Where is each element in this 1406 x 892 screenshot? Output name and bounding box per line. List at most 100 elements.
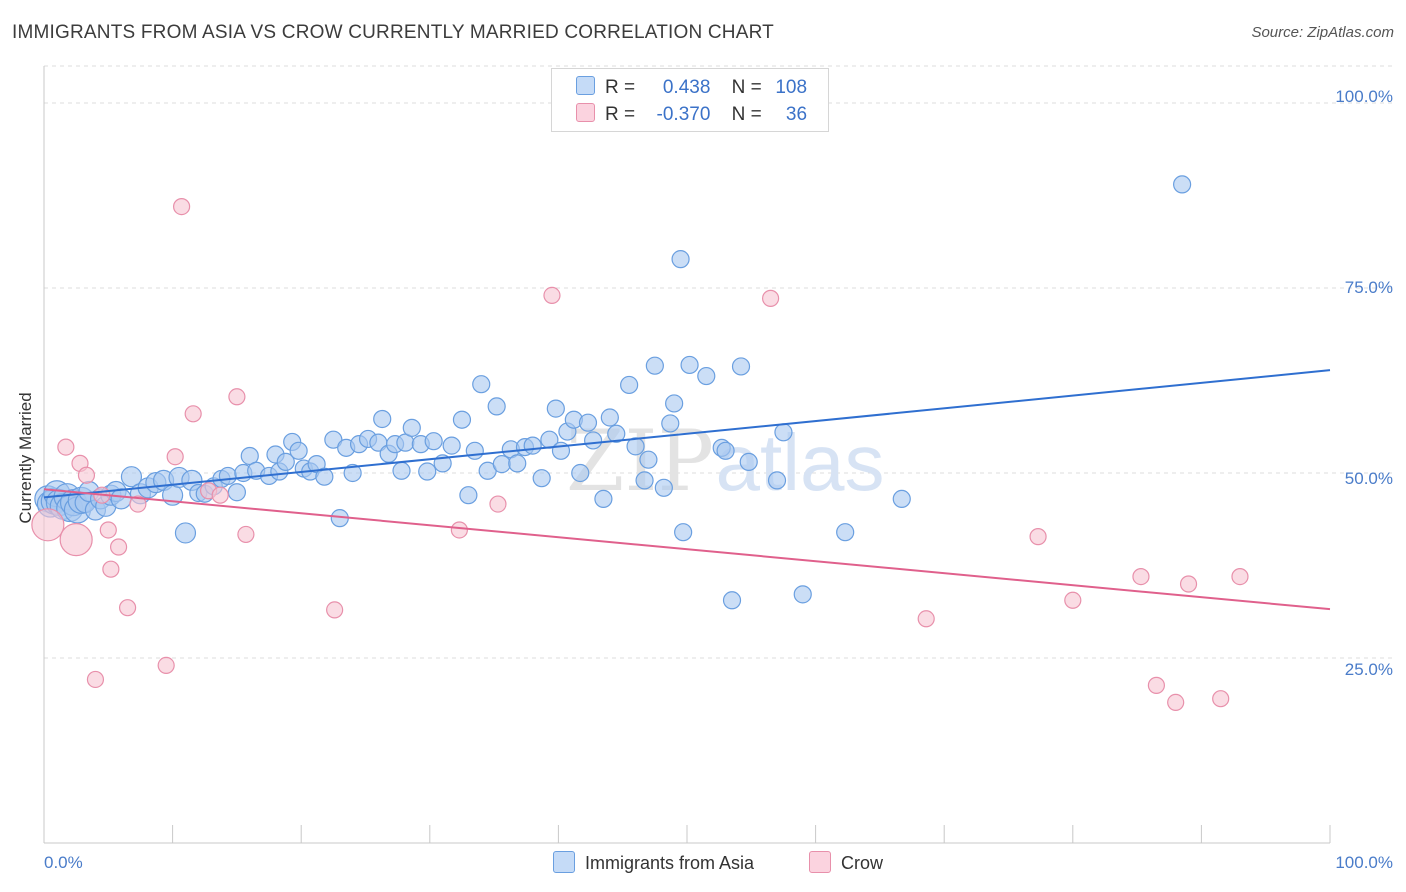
point-immigrants-from-asia [594, 489, 613, 508]
legend-n-value: 36 [785, 104, 808, 125]
point-immigrants-from-asia [227, 483, 246, 502]
point-immigrants-from-asia [218, 466, 237, 486]
point-immigrants-from-asia [402, 418, 421, 437]
chart-title: IMMIGRANTS FROM ASIA VS CROW CURRENTLY M… [12, 22, 774, 43]
y-tick-label-25: 25.0% [1344, 660, 1393, 679]
point-immigrants-from-asia [620, 375, 639, 395]
point-crow [173, 198, 191, 216]
legend-r-value: 0.438 [662, 77, 711, 98]
point-immigrants-from-asia [739, 452, 758, 471]
point-crow [184, 405, 202, 423]
point-immigrants-from-asia [276, 452, 295, 471]
point-crow [31, 508, 65, 542]
point-crow [211, 486, 229, 504]
point-immigrants-from-asia [674, 523, 693, 542]
point-immigrants-from-asia [343, 463, 362, 483]
point-crow [102, 560, 120, 578]
legend-n-label: N = [731, 104, 762, 125]
legend-r-value: -0.370 [656, 104, 711, 125]
point-crow [166, 448, 184, 466]
point-immigrants-from-asia [626, 437, 645, 456]
series-legend-crow[interactable]: Crow [809, 851, 883, 874]
point-crow [1029, 528, 1047, 546]
point-immigrants-from-asia [731, 357, 751, 376]
point-crow [237, 525, 255, 544]
legend-r-label: R = [605, 77, 636, 98]
point-immigrants-from-asia [793, 585, 812, 604]
point-immigrants-from-asia [289, 441, 308, 460]
point-immigrants-from-asia [1173, 175, 1192, 194]
point-immigrants-from-asia [508, 454, 527, 473]
point-immigrants-from-asia [487, 397, 506, 416]
point-immigrants-from-asia [774, 423, 793, 442]
point-immigrants-from-asia [442, 436, 461, 455]
point-immigrants-from-asia [578, 413, 598, 432]
point-crow [109, 538, 128, 556]
point-immigrants-from-asia [680, 355, 699, 375]
y-tick-label-100: 100.0% [1335, 87, 1393, 106]
point-crow [118, 599, 137, 617]
data-points [31, 175, 1249, 712]
point-crow [1167, 693, 1185, 712]
legend-n-value: 108 [775, 77, 808, 98]
source-label: Source: ZipAtlas.com [1251, 24, 1394, 41]
x-tick-label-max: 100.0% [1335, 853, 1393, 872]
point-crow [77, 466, 96, 484]
point-immigrants-from-asia [373, 409, 392, 429]
point-immigrants-from-asia [697, 366, 716, 386]
point-crow [1132, 567, 1150, 586]
trend-lines [43, 369, 1331, 611]
point-immigrants-from-asia [607, 424, 626, 443]
point-crow [1212, 690, 1230, 708]
series-legend-asia[interactable]: Immigrants from Asia [553, 851, 754, 874]
point-crow [543, 286, 561, 304]
series-legend-label: Immigrants from Asia [585, 853, 755, 873]
point-immigrants-from-asia [315, 467, 334, 486]
point-crow [1147, 676, 1165, 694]
point-crow [489, 495, 507, 513]
point-immigrants-from-asia [120, 466, 143, 488]
point-immigrants-from-asia [892, 489, 911, 508]
trend-line-crow [43, 488, 1331, 611]
point-immigrants-from-asia [546, 399, 565, 418]
point-immigrants-from-asia [671, 250, 690, 269]
point-crow [1231, 567, 1249, 586]
point-immigrants-from-asia [452, 410, 472, 429]
point-crow [326, 601, 344, 619]
gridlines [44, 65, 1392, 659]
point-immigrants-from-asia [174, 522, 197, 544]
point-crow [57, 438, 75, 456]
point-immigrants-from-asia [665, 394, 684, 413]
point-immigrants-from-asia [418, 462, 437, 481]
point-immigrants-from-asia [654, 478, 673, 497]
point-crow [157, 656, 175, 675]
point-immigrants-from-asia [459, 486, 478, 505]
point-immigrants-from-asia [465, 441, 484, 460]
point-immigrants-from-asia [472, 375, 491, 394]
axes [43, 66, 1331, 844]
point-crow [228, 388, 246, 406]
legend-swatch-pink [576, 103, 595, 122]
trend-line-immigrants-from-asia [43, 369, 1331, 499]
series-legend-label: Crow [841, 853, 884, 873]
point-crow [761, 289, 780, 307]
point-crow [450, 521, 468, 539]
point-immigrants-from-asia [523, 436, 542, 455]
point-crow [129, 495, 147, 513]
y-tick-label-75: 75.0% [1344, 278, 1393, 297]
point-immigrants-from-asia [661, 414, 680, 433]
legend-n-label: N = [731, 77, 762, 98]
point-crow [1179, 575, 1198, 593]
legend-swatch-blue [553, 851, 575, 873]
point-immigrants-from-asia [110, 488, 132, 510]
point-immigrants-from-asia [424, 432, 443, 451]
correlation-legend: R = 0.438 N = 108 R = -0.370 N = 36 [551, 68, 829, 132]
x-tick-label-min: 0.0% [44, 853, 83, 872]
legend-row-crow: R = -0.370 N = 36 [576, 103, 807, 127]
y-tick-label-50: 50.0% [1344, 469, 1393, 488]
point-crow [86, 670, 105, 689]
point-immigrants-from-asia [584, 431, 603, 450]
point-immigrants-from-asia [571, 463, 590, 483]
point-immigrants-from-asia [392, 461, 411, 480]
